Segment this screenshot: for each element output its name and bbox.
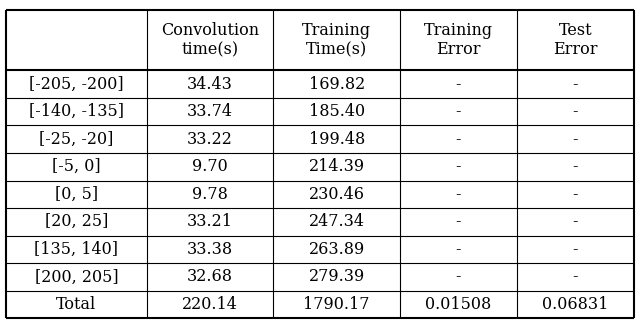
Text: 0.01508: 0.01508 (426, 296, 492, 313)
Text: 230.46: 230.46 (308, 186, 365, 203)
Text: 247.34: 247.34 (308, 213, 365, 230)
Text: -: - (572, 158, 578, 175)
Text: [-140, -135]: [-140, -135] (29, 103, 124, 120)
Text: 33.38: 33.38 (187, 241, 233, 258)
Text: [0, 5]: [0, 5] (55, 186, 98, 203)
Text: 169.82: 169.82 (308, 76, 365, 93)
Text: Total: Total (56, 296, 97, 313)
Text: -: - (456, 103, 461, 120)
Text: 0.06831: 0.06831 (542, 296, 609, 313)
Text: -: - (456, 131, 461, 148)
Text: -: - (456, 213, 461, 230)
Text: -: - (456, 76, 461, 93)
Text: -: - (572, 241, 578, 258)
Text: [-25, -20]: [-25, -20] (39, 131, 114, 148)
Text: -: - (456, 186, 461, 203)
Text: Training
Time(s): Training Time(s) (302, 22, 371, 58)
Text: -: - (456, 158, 461, 175)
Text: -: - (572, 103, 578, 120)
Text: -: - (456, 268, 461, 285)
Text: [135, 140]: [135, 140] (35, 241, 118, 258)
Text: -: - (456, 241, 461, 258)
Text: Test
Error: Test Error (553, 22, 598, 58)
Text: -: - (572, 76, 578, 93)
Text: Training
Error: Training Error (424, 22, 493, 58)
Text: 279.39: 279.39 (308, 268, 365, 285)
Text: [-5, 0]: [-5, 0] (52, 158, 100, 175)
Text: [-205, -200]: [-205, -200] (29, 76, 124, 93)
Text: [20, 25]: [20, 25] (45, 213, 108, 230)
Text: 214.39: 214.39 (308, 158, 365, 175)
Text: 33.74: 33.74 (187, 103, 233, 120)
Text: 9.70: 9.70 (192, 158, 228, 175)
Text: 34.43: 34.43 (187, 76, 233, 93)
Text: 185.40: 185.40 (308, 103, 365, 120)
Text: 263.89: 263.89 (308, 241, 365, 258)
Text: -: - (572, 213, 578, 230)
Text: -: - (572, 186, 578, 203)
Text: 33.22: 33.22 (187, 131, 233, 148)
Text: 1790.17: 1790.17 (303, 296, 370, 313)
Text: 220.14: 220.14 (182, 296, 238, 313)
Text: 33.21: 33.21 (187, 213, 233, 230)
Text: -: - (572, 268, 578, 285)
Text: Convolution
time(s): Convolution time(s) (161, 22, 259, 58)
Text: 9.78: 9.78 (192, 186, 228, 203)
Text: [200, 205]: [200, 205] (35, 268, 118, 285)
Text: -: - (572, 131, 578, 148)
Text: 32.68: 32.68 (187, 268, 233, 285)
Text: 199.48: 199.48 (308, 131, 365, 148)
